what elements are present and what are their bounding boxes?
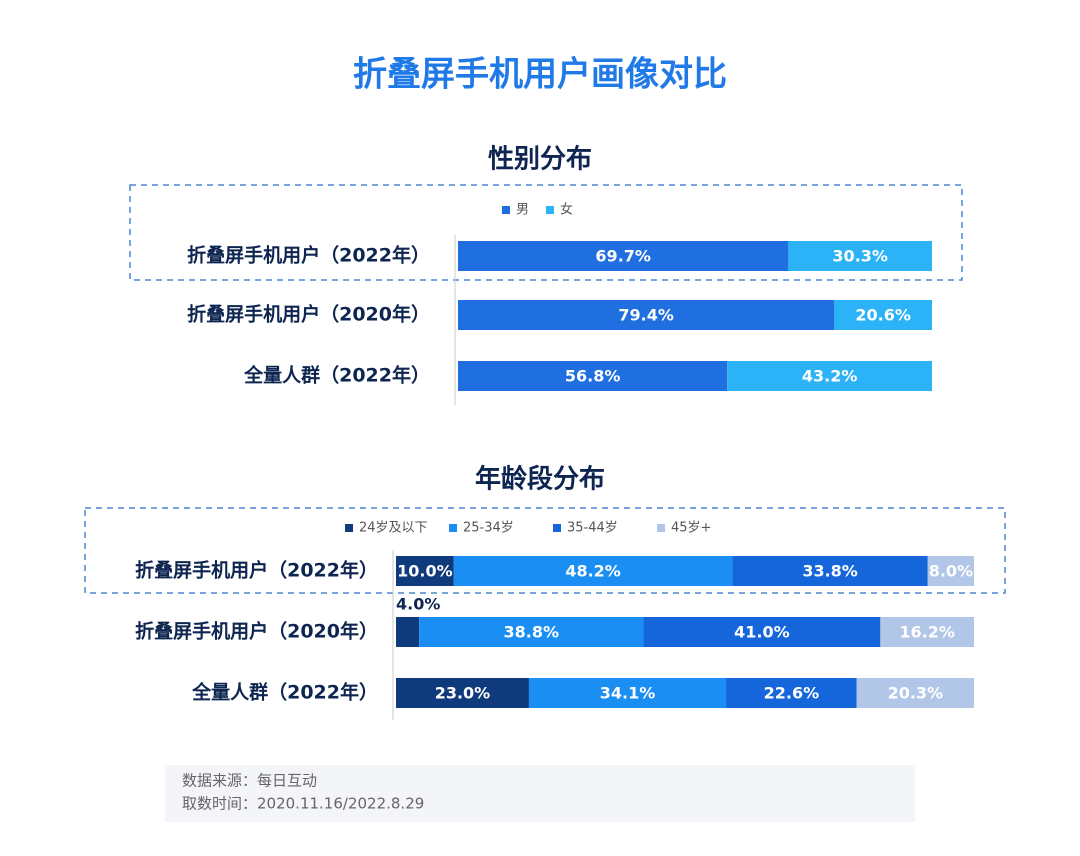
category-label: 折叠屏手机用户（2020年） — [187, 303, 430, 326]
category-label: 全量人群（2022年） — [243, 364, 430, 387]
bar-segment — [927, 556, 974, 586]
value-label: 20.6% — [855, 306, 911, 325]
bar-segment — [880, 617, 974, 647]
bar-segment — [528, 678, 727, 708]
value-label: 43.2% — [802, 367, 858, 386]
legend-label: 45岁+ — [671, 521, 711, 536]
value-label: 23.0% — [435, 684, 491, 703]
legend-swatch — [345, 524, 353, 532]
value-label: 8.0% — [929, 562, 973, 581]
value-label: 56.8% — [565, 367, 621, 386]
value-label: 4.0% — [396, 595, 440, 614]
bar-segment — [726, 678, 857, 708]
highlight-box — [84, 507, 1006, 594]
value-label: 33.8% — [802, 562, 858, 581]
legend-swatch — [502, 206, 510, 214]
bar-segment — [834, 300, 932, 330]
bar-segment — [788, 241, 932, 271]
bar-segment — [458, 361, 728, 391]
category-label: 折叠屏手机用户（2022年） — [135, 559, 378, 582]
source-text: 数据来源：每日互动 — [182, 772, 317, 790]
bar-segment — [643, 617, 881, 647]
legend-swatch — [553, 524, 561, 532]
bar-segment — [458, 241, 789, 271]
legend-label: 35-44岁 — [567, 521, 618, 536]
chart-title: 性别分布 — [488, 145, 592, 175]
value-label: 22.6% — [764, 684, 820, 703]
bar-segment — [732, 556, 928, 586]
value-label: 41.0% — [734, 623, 790, 642]
value-label: 48.2% — [565, 562, 621, 581]
legend-label: 男 — [516, 203, 529, 218]
legend-swatch — [546, 206, 554, 214]
bar-segment — [396, 678, 529, 708]
bar-segment — [727, 361, 932, 391]
legend-label: 24岁及以下 — [359, 521, 428, 536]
category-label: 全量人群（2022年） — [191, 681, 378, 704]
highlight-box — [129, 184, 963, 281]
value-label: 16.2% — [899, 623, 955, 642]
chart-title: 年龄段分布 — [475, 464, 605, 495]
legend-swatch — [449, 524, 457, 532]
bar-segment — [419, 617, 644, 647]
bar-segment — [396, 617, 420, 647]
bar-segment — [396, 556, 454, 586]
category-label: 折叠屏手机用户（2022年） — [187, 244, 430, 267]
legend-label: 25-34岁 — [463, 521, 514, 536]
value-label: 30.3% — [832, 247, 888, 266]
value-label: 69.7% — [595, 247, 651, 266]
bar-segment — [453, 556, 733, 586]
value-label: 10.0% — [397, 562, 453, 581]
value-label: 34.1% — [600, 684, 656, 703]
legend-swatch — [657, 524, 665, 532]
source-text: 取数时间：2020.11.16/2022.8.29 — [182, 795, 424, 813]
value-label: 79.4% — [618, 306, 674, 325]
bar-segment — [856, 678, 974, 708]
page-title: 折叠屏手机用户画像对比 — [353, 55, 727, 95]
bar-segment — [458, 300, 835, 330]
value-label: 20.3% — [888, 684, 944, 703]
legend-label: 女 — [560, 202, 573, 218]
source-box — [165, 765, 915, 822]
category-label: 折叠屏手机用户（2020年） — [135, 620, 378, 643]
value-label: 38.8% — [503, 623, 559, 642]
